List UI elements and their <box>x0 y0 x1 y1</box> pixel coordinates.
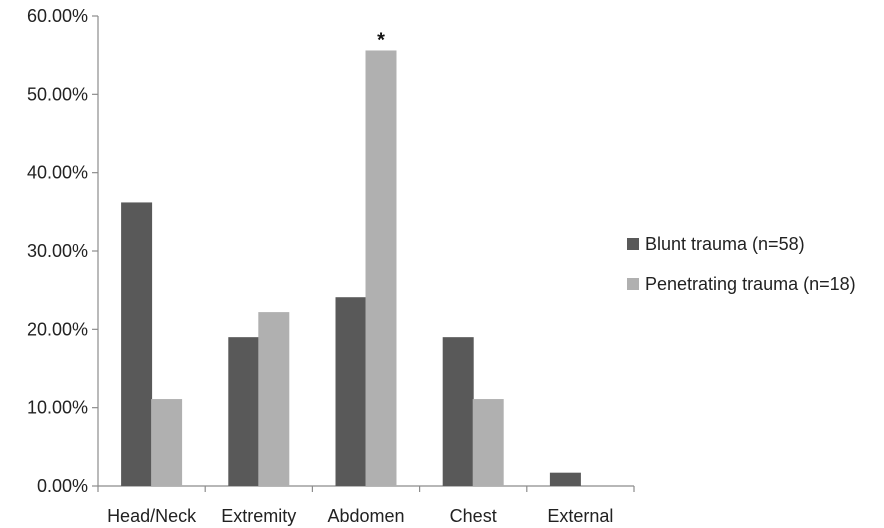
legend-swatch <box>627 278 639 290</box>
y-tick-label: 50.00% <box>27 84 88 104</box>
category-label: Abdomen <box>327 506 404 526</box>
bar-penetrating <box>151 399 183 486</box>
y-tick-label: 10.00% <box>27 398 88 418</box>
y-tick-label: 20.00% <box>27 319 88 339</box>
category-label: Chest <box>450 506 497 526</box>
bar-blunt <box>442 337 474 486</box>
legend-label: Blunt trauma (n=58) <box>645 234 805 254</box>
bar-penetrating <box>472 399 504 486</box>
legend: Blunt trauma (n=58) Penetrating trauma (n… <box>627 234 856 294</box>
category-label: External <box>547 506 613 526</box>
axes: 0.00% 10.00% 20.00% 30.00% 40.00% 50.00% 60.00… <box>27 6 635 496</box>
y-tick-label: 30.00% <box>27 241 88 261</box>
bar-blunt <box>121 202 153 486</box>
category-label: Extremity <box>221 506 296 526</box>
y-tick-label: 60.00% <box>27 6 88 26</box>
bar-blunt <box>228 337 260 486</box>
y-tick-label: 40.00% <box>27 163 88 183</box>
bar-penetrating <box>258 312 290 486</box>
y-tick-label: 0.00% <box>37 476 88 496</box>
bar-blunt <box>335 297 367 486</box>
significance-annotation: * <box>377 29 385 51</box>
bar-penetrating <box>365 50 397 486</box>
legend-label: Penetrating trauma (n=18) <box>645 274 856 294</box>
labels: Head/Neck Extremity Abdomen Chest External * <box>107 29 613 526</box>
category-label: Head/Neck <box>107 506 197 526</box>
bars <box>121 50 581 486</box>
legend-swatch <box>627 238 639 250</box>
bar-blunt <box>549 472 581 486</box>
